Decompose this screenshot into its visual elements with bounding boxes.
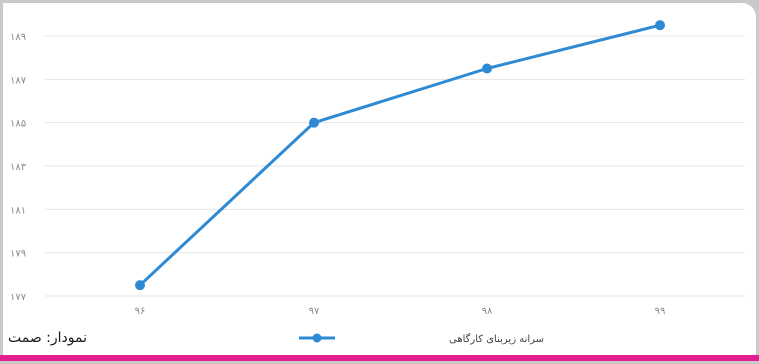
y-tick-label: ۱۸۱	[10, 205, 26, 216]
legend: سرانه زیربنای کارگاهی	[299, 333, 544, 345]
y-tick-label: ۱۸۹	[10, 32, 26, 43]
line-chart: ۱۷۷ ۱۷۹ ۱۸۱ ۱۸۳ ۱۸۵ ۱۸۷ ۱۸۹ ۹۶ ۹۷ ۹۸ ۹۹ سرانه زیر…	[10, 20, 745, 345]
x-tick-label: ۹۸	[482, 306, 493, 317]
chart-panel: ۱۷۷ ۱۷۹ ۱۸۱ ۱۸۳ ۱۸۵ ۱۸۷ ۱۸۹ ۹۶ ۹۷ ۹۸ ۹۹ سرانه زیر…	[3, 3, 756, 355]
series-layer	[135, 20, 665, 291]
source-label: نمودار: صمت	[8, 330, 88, 346]
y-tick-label: ۱۷۷	[10, 292, 27, 303]
data-point	[135, 280, 145, 291]
legend-marker-swatch	[312, 333, 322, 343]
x-tick-label: ۹۶	[135, 306, 146, 317]
y-tick-label: ۱۸۳	[10, 162, 27, 173]
data-point	[309, 117, 319, 128]
x-tick-label: ۹۹	[655, 306, 666, 317]
y-tick-label: ۱۸۷	[10, 75, 27, 86]
y-axis-ticks: ۱۷۷ ۱۷۹ ۱۸۱ ۱۸۳ ۱۸۵ ۱۸۷ ۱۸۹	[10, 32, 27, 303]
data-point	[482, 63, 492, 74]
legend-label: سرانه زیربنای کارگاهی	[449, 333, 544, 345]
data-point	[655, 20, 665, 31]
accent-bar	[0, 355, 759, 361]
x-axis-ticks: ۹۶ ۹۷ ۹۸ ۹۹	[135, 306, 666, 317]
series-line	[138, 23, 661, 287]
y-tick-label: ۱۷۹	[10, 249, 26, 260]
x-tick-label: ۹۷	[309, 306, 320, 317]
y-tick-label: ۱۸۵	[10, 119, 26, 130]
gridlines	[45, 35, 745, 297]
